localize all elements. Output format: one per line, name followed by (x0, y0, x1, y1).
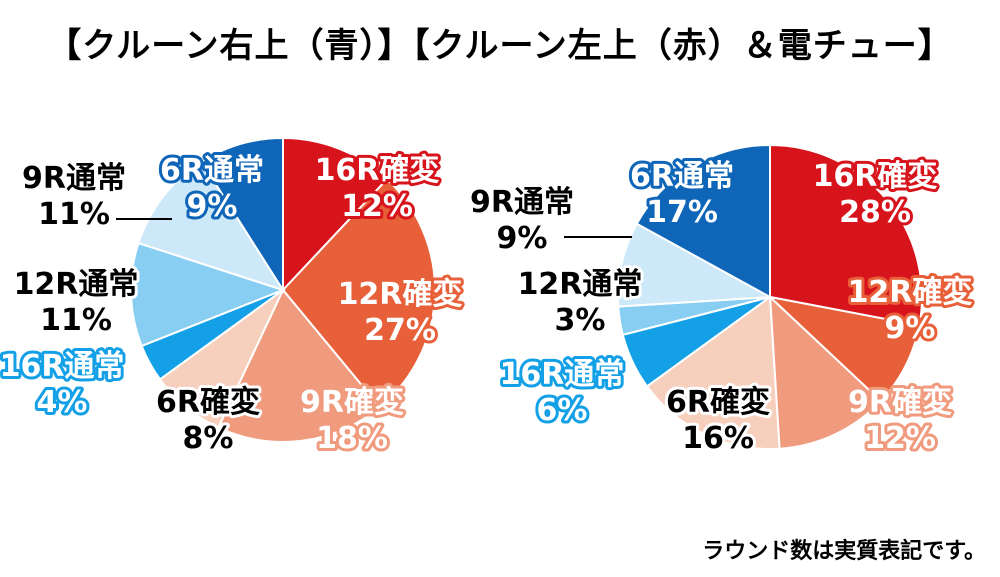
slice-label-2-5: 16R通常 6% (500, 357, 625, 428)
footnote: ラウンド数は実質表記です。 (702, 539, 986, 564)
slice-label-1-5: 16R通常 4% (0, 349, 124, 420)
slice-value-label: 17% (646, 195, 718, 230)
slice-label-2-7: 9R通常 9% (470, 185, 574, 256)
slice-value-label: 12% (864, 421, 936, 456)
slice-value-label: 9% (187, 189, 238, 224)
slice-value-label: 27% (364, 313, 436, 348)
slice-label-2-4: 6R確変 16% (666, 385, 770, 456)
slice-value-label: 3% (555, 303, 606, 338)
slice-label-2-6: 12R通常 3% (518, 267, 643, 338)
slice-label-2-3: 9R確変 12% (848, 385, 952, 456)
slice-label-2-8: 6R通常 17% (630, 159, 734, 230)
pie-slice-2-2 (766, 295, 921, 403)
pie-slice-2-8 (635, 143, 771, 299)
slice-label-1-4: 6R確変 8% (156, 385, 260, 456)
pie-chart-2 (617, 143, 923, 450)
slice-label-1-6: 12R通常 11% (14, 267, 139, 338)
pie-slice-2-1 (769, 143, 923, 327)
slice-label-1-2: 12R確変 27% (338, 277, 463, 348)
pie-slice-1-2 (281, 177, 436, 409)
pie-slice-1-6 (130, 241, 286, 348)
pie-slice-2-4 (645, 295, 781, 450)
slice-label-1-7: 9R通常 11% (22, 161, 126, 232)
chart-title: 【クルーン右上（青）】【クルーン左上（赤）＆電チュー】 (47, 26, 953, 66)
pie-slice-1-3 (216, 288, 382, 443)
pie-slice-1-8 (200, 136, 284, 294)
slice-value-label: 9% (497, 221, 548, 256)
slice-value-label: 11% (40, 303, 112, 338)
slice-value-label: 12% (341, 189, 413, 224)
slice-label-1-8: 6R通常 9% (160, 153, 264, 224)
pie-slice-1-1 (282, 136, 389, 293)
slice-value-label: 8% (183, 421, 234, 456)
pie-slice-1-7 (137, 160, 286, 292)
pie-slice-2-7 (617, 222, 774, 308)
slice-value-label: 9% (885, 311, 936, 346)
slice-label-2-2: 12R確変 9% (848, 275, 973, 346)
slice-value-label: 6% (537, 393, 588, 428)
slice-value-label: 28% (839, 195, 911, 230)
slice-value-label: 4% (37, 385, 88, 420)
slice-value-label: 11% (38, 197, 110, 232)
slice-value-label: 18% (316, 421, 388, 456)
pie-slice-2-3 (768, 294, 883, 450)
slice-value-label: 16% (682, 421, 754, 456)
slice-label-2-1: 16R確変 28% (813, 159, 938, 230)
slice-label-1-1: 16R確変 12% (315, 153, 440, 224)
slice-label-1-3: 9R確変 18% (300, 385, 404, 456)
pie-chart-1 (130, 136, 436, 443)
